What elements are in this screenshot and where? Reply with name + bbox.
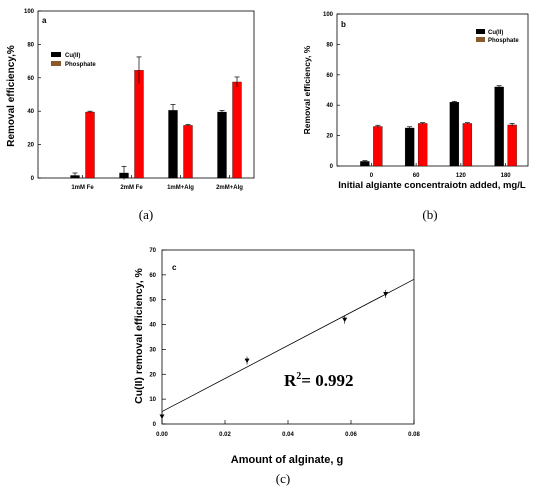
legend-b-cu-label: Cu(II): [488, 30, 503, 36]
panel-c-letter: c: [172, 263, 177, 272]
legend-a-cu-label: Cu(II): [65, 53, 80, 59]
panel-b-ylabel: Removal efficiency, %: [302, 45, 312, 134]
y-tick-label: 0: [31, 176, 35, 182]
x-tick-label: 2mM+Alg: [216, 185, 243, 191]
panel-c-ylabel: Cu(II) removal efficiency, %: [133, 267, 145, 403]
bar-phosphate: [417, 123, 428, 167]
bar-phosphate: [183, 125, 193, 179]
y-tick-label: 100: [323, 12, 334, 18]
panel-b-letter: b: [341, 20, 346, 29]
panel-b: b 0 20 40 60 80 100 0 60 120 180 Removal efficie…: [302, 12, 529, 191]
panel-a-frame: [37, 10, 255, 179]
panel-b-frame: [336, 13, 529, 167]
legend-b-phosphate-label: Phosphate: [488, 38, 519, 44]
x-tick-label: 0.04: [282, 432, 294, 438]
r-squared-annotation: R2= 0.992: [284, 371, 353, 390]
bar-phosphate: [507, 124, 517, 167]
fit-line: [161, 278, 415, 412]
panel-a-letter: a: [42, 16, 47, 25]
panel-c-xlabel: Amount of alginate, g: [231, 454, 343, 466]
x-tick-label: 1mM+Alg: [167, 185, 194, 191]
panel-c-frame: [161, 249, 415, 425]
y-tick-label: 60: [27, 76, 34, 82]
x-tick-label: 0.00: [156, 432, 168, 438]
y-tick-label: 60: [326, 73, 333, 79]
caption-b: (b): [422, 207, 437, 222]
y-tick-label: 60: [149, 273, 156, 279]
legend-b-cu-swatch: [476, 29, 485, 34]
bar-cu: [404, 127, 415, 167]
bar-cu: [449, 102, 460, 167]
x-tick-label: 0.06: [345, 432, 357, 438]
caption-c: (c): [276, 471, 290, 486]
panel-a: a 0 20 40 60 80 100 1mM Fe 2mM Fe 1mM+Alg 2mM+Al…: [6, 9, 255, 191]
x-tick-label: 0.02: [219, 432, 231, 438]
y-tick-label: 0: [153, 422, 157, 428]
y-tick-label: 10: [149, 397, 156, 403]
legend-a-phosphate-swatch: [51, 61, 61, 66]
legend-a-cu-swatch: [51, 52, 61, 57]
bar-phosphate: [373, 126, 383, 167]
y-tick-label: 20: [27, 143, 34, 149]
y-tick-label: 50: [149, 298, 156, 304]
x-tick-label: 2mM Fe: [120, 185, 143, 191]
panel-a-ylabel: Removal efficiency,%: [6, 45, 17, 147]
y-tick-label: 100: [24, 9, 35, 15]
bar-phosphate: [462, 123, 473, 167]
y-tick-label: 0: [330, 164, 334, 170]
y-tick-label: 40: [326, 103, 333, 109]
bar-phosphate: [85, 111, 95, 179]
x-tick-label: 180: [501, 173, 512, 179]
legend-a-phosphate-label: Phosphate: [65, 62, 96, 68]
y-tick-label: 70: [149, 248, 156, 254]
bar-phosphate: [134, 70, 144, 179]
panel-b-xlabel: Initial algiante concentraiotn added, mg…: [338, 180, 526, 191]
legend-b-phosphate-swatch: [476, 37, 485, 42]
x-tick-label: 0.08: [408, 432, 420, 438]
x-tick-label: 0: [370, 173, 374, 179]
x-tick-label: 1mM Fe: [71, 185, 94, 191]
bar-cu: [494, 86, 504, 167]
panel-c: c 0 10 20 30 40 50 60 70 0.00 0.02 0.04 0.06 0.08 C…: [133, 248, 420, 466]
y-tick-label: 20: [326, 134, 333, 140]
x-tick-label: 120: [456, 173, 467, 179]
bar-cu: [217, 111, 227, 179]
y-tick-label: 40: [27, 109, 34, 115]
y-tick-label: 40: [149, 323, 156, 329]
caption-a: (a): [139, 207, 153, 222]
y-tick-label: 30: [149, 347, 156, 353]
bar-cu: [168, 110, 178, 179]
x-tick-label: 60: [413, 173, 420, 179]
y-tick-label: 20: [149, 372, 156, 378]
bar-phosphate: [232, 81, 242, 179]
y-tick-label: 80: [326, 42, 333, 48]
y-tick-label: 80: [27, 42, 34, 48]
